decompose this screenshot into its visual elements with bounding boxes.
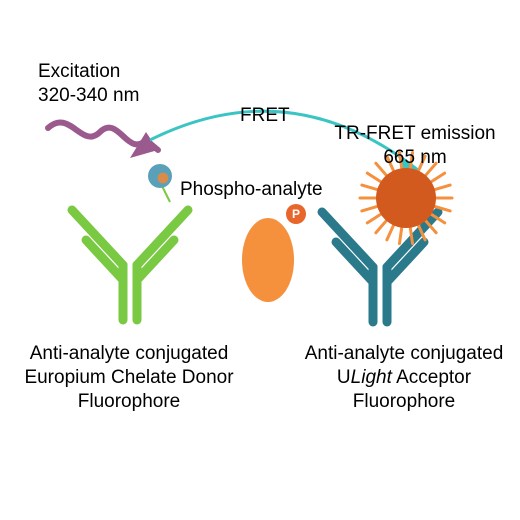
acceptor-line1: Anti-analyte conjugated bbox=[305, 343, 504, 364]
acceptor-label: Anti-analyte conjugated ULight Acceptor … bbox=[294, 342, 514, 413]
phospho-analyte-shape bbox=[242, 218, 294, 302]
fret-label: FRET bbox=[240, 104, 290, 128]
donor-label: Anti-analyte conjugated Europium Chelate… bbox=[14, 342, 244, 413]
excitation-line2: 320-340 nm bbox=[38, 85, 139, 106]
phospho-label: Phospho-analyte bbox=[180, 178, 323, 202]
emission-label: TR-FRET emission 665 nm bbox=[320, 122, 510, 170]
emission-line1: TR-FRET emission bbox=[334, 123, 495, 144]
excitation-line1: Excitation bbox=[38, 61, 120, 82]
donor-line2: Europium Chelate Donor bbox=[24, 367, 233, 388]
donor-line1: Anti-analyte conjugated bbox=[30, 343, 229, 364]
donor-line3: Fluorophore bbox=[78, 391, 180, 412]
excitation-label: Excitation 320-340 nm bbox=[38, 60, 139, 108]
svg-text:P: P bbox=[292, 207, 300, 221]
donor-antibody bbox=[72, 210, 188, 320]
acceptor-line3: Fluorophore bbox=[353, 391, 455, 412]
emission-line2: 665 nm bbox=[383, 147, 446, 168]
